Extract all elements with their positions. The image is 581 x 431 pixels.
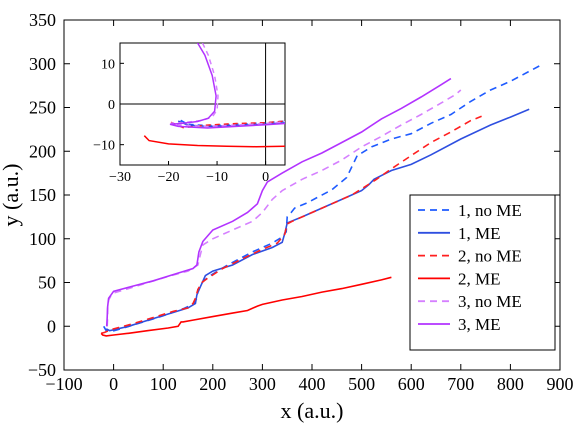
inset-series-line-4 [143, 135, 285, 148]
x-axis-label: x (a.u.) [281, 398, 344, 423]
main-x-tick-label: 600 [398, 374, 425, 394]
inset-y-tick-label: −10 [93, 139, 115, 154]
legend-label-5: 3, no ME [458, 292, 522, 311]
inset-series-line-5 [170, 43, 285, 128]
legend-label-4: 2, ME [458, 269, 501, 288]
main-x-tick-label: 200 [199, 374, 226, 394]
main-x-tick-label: 300 [249, 374, 276, 394]
main-x-tick-label: −100 [45, 374, 82, 394]
series-line-2 [105, 108, 530, 332]
legend-label-6: 3, ME [458, 315, 501, 334]
legend-label-2: 1, ME [458, 224, 501, 243]
main-x-tick-label: 900 [547, 374, 574, 394]
main-y-tick-label: 150 [29, 185, 56, 205]
main-x-tick-label: 500 [348, 374, 375, 394]
main-y-tick-label: 300 [29, 54, 56, 74]
main-y-tick-label: 350 [29, 10, 56, 30]
inset-x-tick-label: −10 [206, 170, 228, 185]
main-y-tick-label: 0 [47, 316, 56, 336]
main-y-tick-label: 100 [29, 229, 56, 249]
inset-x-tick-label: 0 [262, 170, 269, 185]
main-y-tick-label: 250 [29, 98, 56, 118]
main-x-tick-label: 0 [109, 374, 118, 394]
inset-y-tick-label: 0 [108, 98, 115, 113]
main-x-tick-label: 400 [299, 374, 326, 394]
legend-label-3: 2, no ME [458, 247, 522, 266]
series-line-3 [101, 115, 482, 335]
legend-label-1: 1, no ME [458, 201, 522, 220]
inset-x-tick-label: −30 [109, 170, 131, 185]
inset-y-tick-label: 10 [101, 57, 115, 72]
main-x-tick-label: 800 [497, 374, 524, 394]
inset-x-tick-label: −20 [158, 170, 180, 185]
main-y-tick-label: 200 [29, 141, 56, 161]
series-line-5 [106, 89, 462, 327]
main-x-tick-label: 700 [447, 374, 474, 394]
series-line-6 [105, 77, 452, 327]
series-line-4 [100, 276, 392, 337]
inset-series-line-6 [169, 43, 285, 129]
y-axis-label: y (a.u.) [0, 164, 23, 227]
main-y-tick-label: 50 [38, 273, 56, 293]
main-y-tick-label: −50 [28, 360, 56, 380]
main-x-tick-label: 100 [150, 374, 177, 394]
